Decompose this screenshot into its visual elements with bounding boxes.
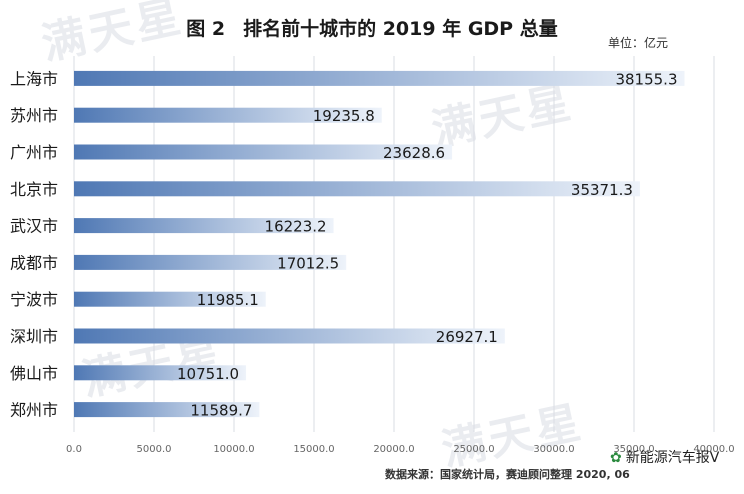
- category-label: 深圳市: [10, 327, 58, 346]
- category-label: 广州市: [10, 143, 58, 162]
- data-label: 11985.1: [197, 291, 259, 309]
- data-label: 10751.0: [177, 365, 239, 383]
- data-label: 26927.1: [436, 328, 498, 346]
- category-label: 宁波市: [10, 290, 58, 309]
- category-label: 武汉市: [10, 217, 58, 236]
- bar: [74, 218, 334, 234]
- figure-label: 图 2: [186, 18, 226, 40]
- chart-title-text: 排名前十城市的 2019 年 GDP 总量: [243, 18, 558, 40]
- x-tick-label: 30000.0: [533, 444, 574, 455]
- brand-text: 新能源汽车报V: [625, 450, 720, 466]
- bar: [74, 291, 266, 307]
- labels: 0.0 5000.0 10000.0 15000.0 20000.0 25000.0 300…: [10, 69, 735, 455]
- data-label: 17012.5: [277, 254, 339, 272]
- bar: [74, 365, 247, 381]
- category-label: 佛山市: [10, 364, 58, 383]
- data-label: 38155.3: [615, 70, 677, 88]
- data-label: 35371.3: [571, 181, 633, 199]
- x-tick-label: 15000.0: [293, 444, 334, 455]
- category-label: 北京市: [10, 180, 58, 199]
- x-tick-label: 25000.0: [453, 444, 494, 455]
- x-tick-label: 20000.0: [373, 444, 414, 455]
- wechat-icon: ✿: [610, 450, 622, 466]
- data-label: 19235.8: [313, 107, 375, 125]
- x-tick-label: 0.0: [66, 444, 82, 455]
- bar: [74, 328, 505, 344]
- bar: [74, 144, 453, 160]
- category-label: 成都市: [10, 253, 58, 272]
- category-label: 上海市: [10, 69, 58, 88]
- data-label: 11589.7: [190, 402, 252, 420]
- brand-tag: ✿ 新能源汽车报V: [610, 447, 719, 467]
- category-label: 苏州市: [10, 106, 58, 125]
- category-label: 郑州市: [10, 401, 58, 420]
- unit-label: 单位：亿元: [607, 36, 668, 50]
- bar: [74, 70, 685, 86]
- x-tick-label: 5000.0: [137, 444, 172, 455]
- data-label: 16223.2: [265, 218, 327, 236]
- bars: [74, 70, 685, 418]
- bar: [74, 181, 640, 197]
- data-label: 23628.6: [383, 144, 445, 162]
- bar: [74, 402, 260, 418]
- x-tick-label: 10000.0: [213, 444, 254, 455]
- source-note: 数据来源：国家统计局，赛迪顾问整理 2020, 06: [385, 468, 630, 481]
- x-tick-label: 35000.0: [613, 444, 654, 455]
- bar: [74, 107, 382, 123]
- chart-title: 图 2 排名前十城市的 2019 年 GDP 总量: [0, 14, 744, 41]
- bar: [74, 254, 347, 270]
- x-tick-label: 40000.0: [693, 444, 734, 455]
